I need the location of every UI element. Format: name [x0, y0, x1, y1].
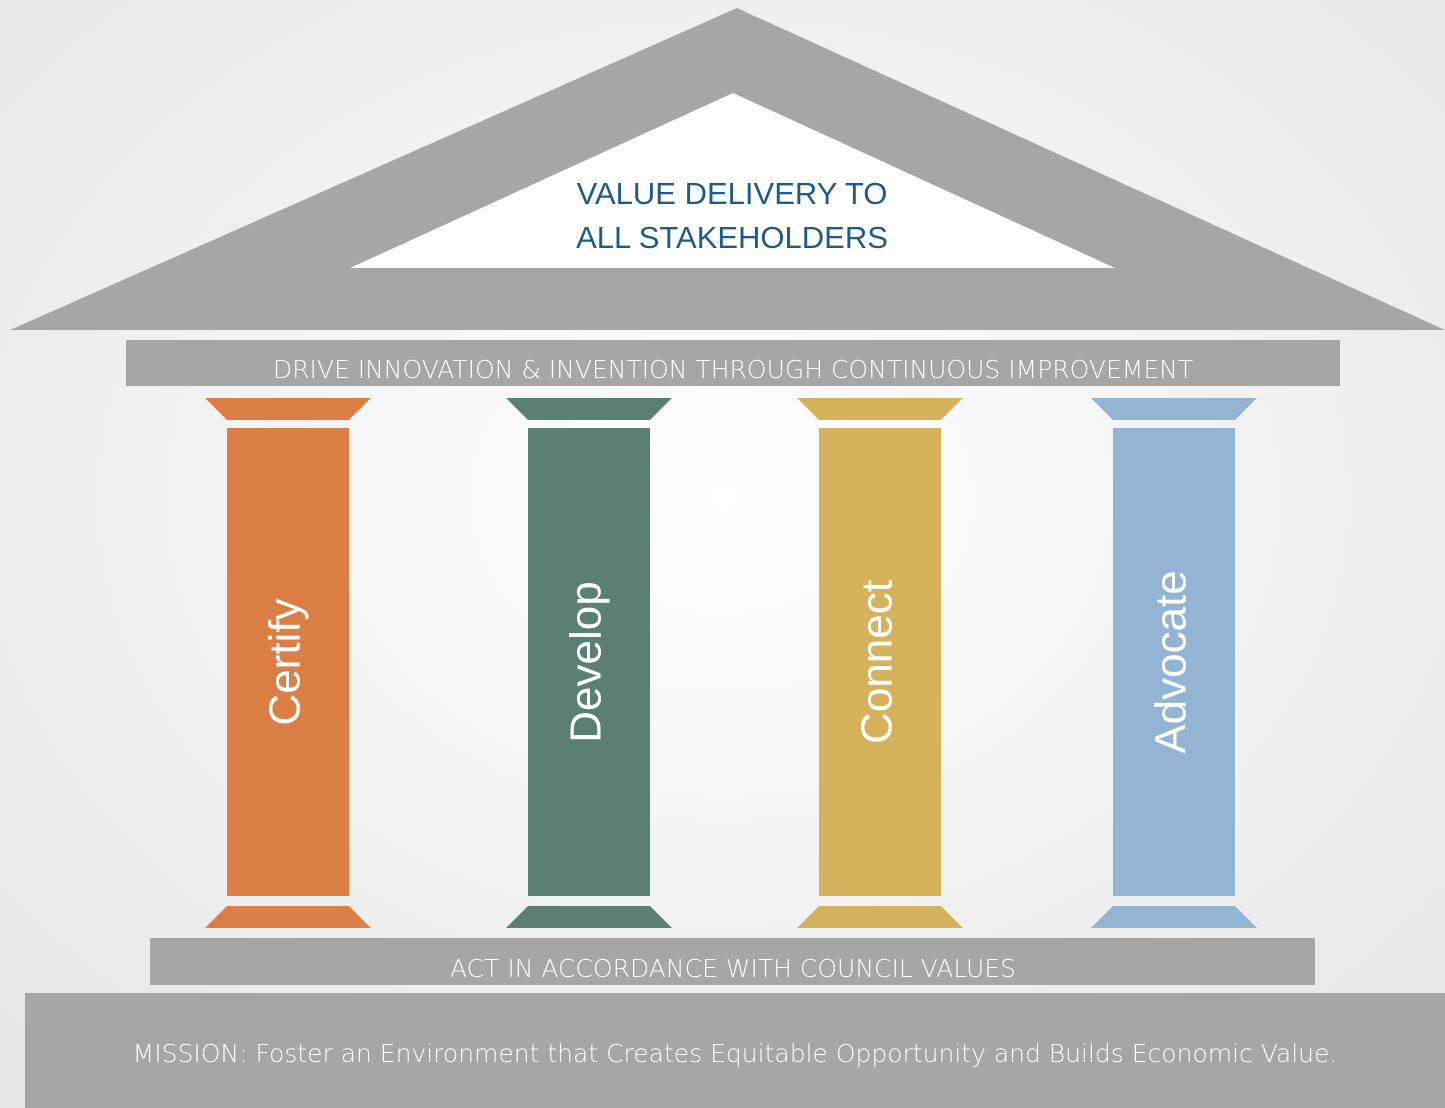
pillar-shaft	[1113, 428, 1235, 896]
pillar-shaft	[528, 428, 650, 896]
mission-text: MISSION: Foster an Environment that Crea…	[133, 1039, 1338, 1068]
pillar-label: Advocate	[1147, 570, 1196, 753]
pillar-shaft	[819, 428, 941, 896]
roof-line: VALUE DELIVERY TO	[577, 176, 888, 211]
roof-inner	[350, 93, 1115, 268]
beam	[126, 340, 1340, 386]
pillar-foot	[797, 906, 963, 928]
base	[150, 938, 1315, 985]
pillar-capital	[797, 398, 963, 420]
pillar-label: Develop	[562, 581, 611, 742]
pillar-foot	[205, 906, 371, 928]
roof-line: ALL STAKEHOLDERS	[576, 220, 888, 255]
pillar-capital	[1091, 398, 1257, 420]
pillar-label: Connect	[853, 580, 902, 744]
pillar-capital	[205, 398, 371, 420]
pillar-shaft	[227, 428, 349, 896]
pillar-foot	[1091, 906, 1257, 928]
mission-band	[25, 993, 1445, 1108]
pillar-label: Certify	[261, 598, 310, 725]
beam-text: DRIVE INNOVATION & INVENTION THROUGH CON…	[273, 355, 1193, 384]
pillar-capital	[506, 398, 672, 420]
pillars: Certify Develop Connect Advocate	[205, 398, 1257, 928]
pillar-foot	[506, 906, 672, 928]
base-text: ACT IN ACCORDANCE WITH COUNCIL VALUES	[450, 954, 1016, 983]
